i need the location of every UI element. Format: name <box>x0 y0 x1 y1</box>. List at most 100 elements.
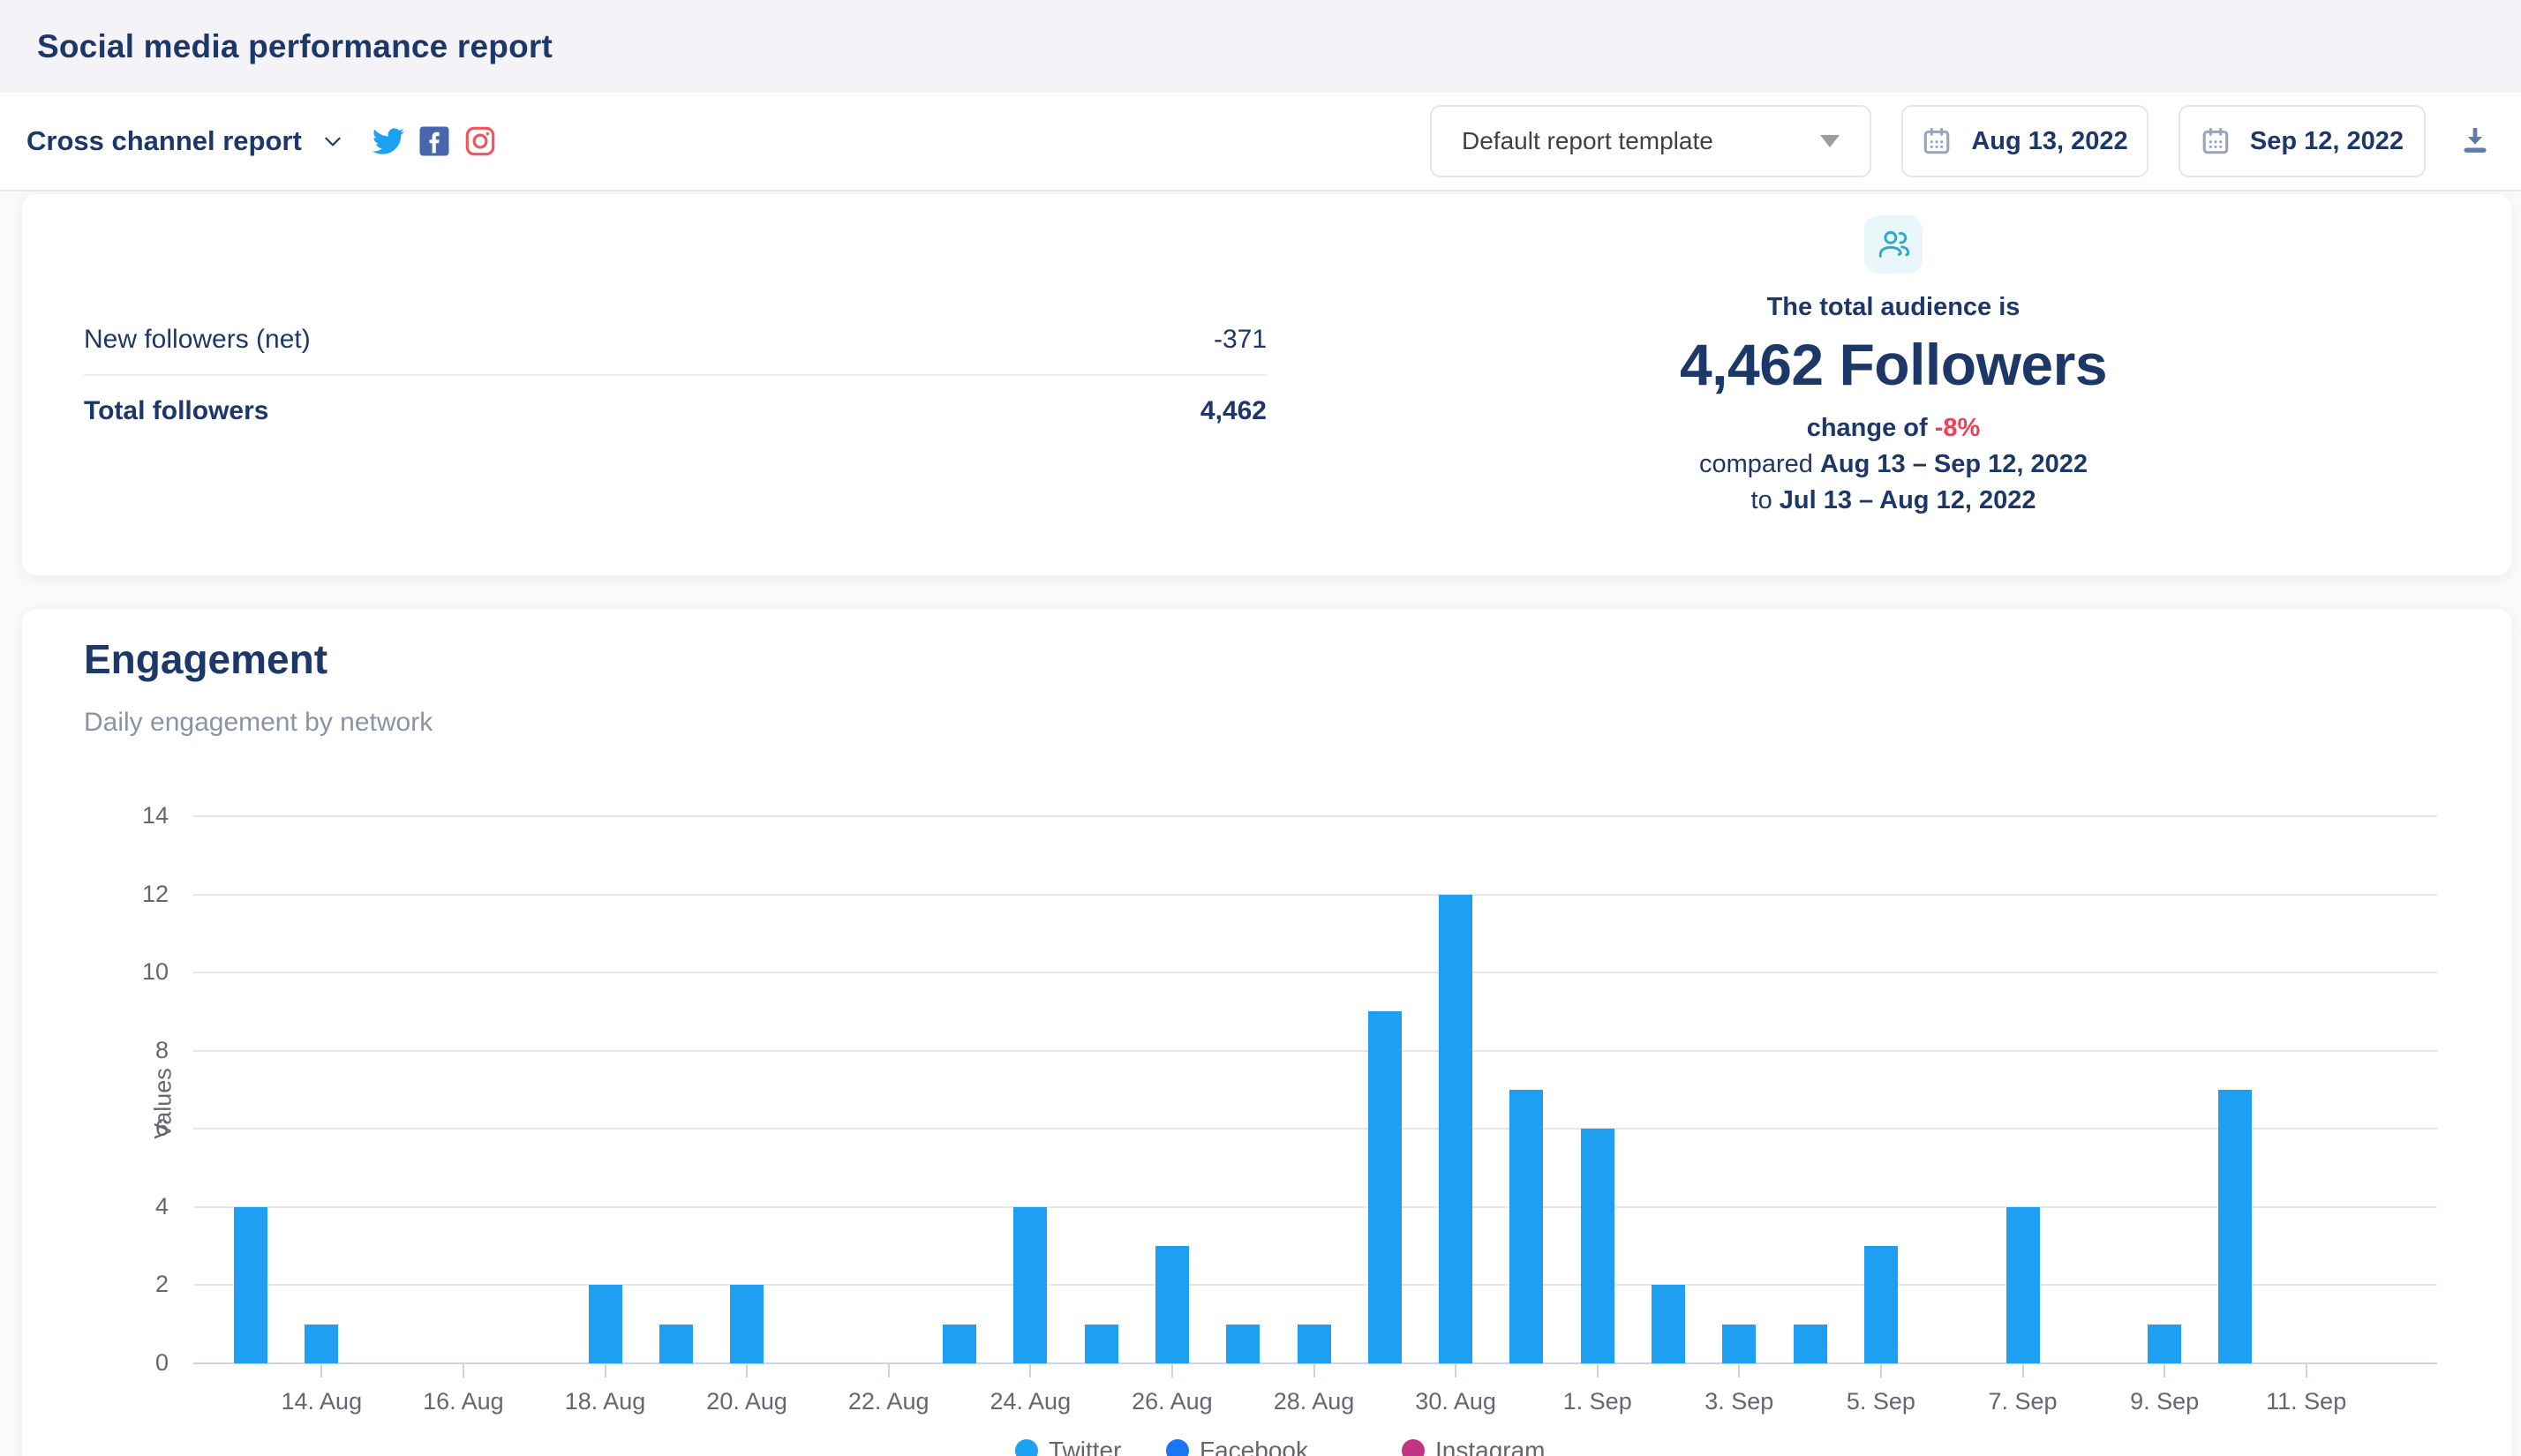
instagram-icon <box>465 126 495 156</box>
bar-1-sep[interactable] <box>1580 1129 1614 1363</box>
change-prefix: change of <box>1806 414 1935 442</box>
page-title: Social media performance report <box>37 27 553 64</box>
select-caret-icon <box>1820 135 1840 147</box>
compare-prefix: compared <box>1698 450 1820 478</box>
to-prefix: to <box>1750 486 1780 514</box>
bar-18-aug[interactable] <box>588 1285 622 1363</box>
bar-27-aug[interactable] <box>1226 1324 1260 1363</box>
bar-23-aug[interactable] <box>943 1324 976 1363</box>
x-tick-7-sep <box>2021 1363 2024 1377</box>
y-tick-label-0: 0 <box>154 1349 169 1376</box>
x-tick-label-26-aug: 26. Aug <box>1132 1388 1213 1415</box>
x-tick-28-aug <box>1313 1363 1315 1377</box>
x-tick-18-aug <box>604 1363 606 1377</box>
row-value: 4,462 <box>1200 396 1267 425</box>
engagement-card: Engagement Daily engagement by network V… <box>22 609 2511 1456</box>
x-tick-16-aug <box>462 1363 464 1377</box>
bar-3-sep[interactable] <box>1722 1324 1757 1363</box>
legend-label: Facebook <box>1200 1437 1308 1456</box>
y-tick-label-6: 6 <box>154 1115 169 1142</box>
table-row: New followers (net) -371 <box>84 305 1267 376</box>
date-to-button[interactable]: Sep 12, 2022 <box>2179 105 2426 177</box>
total-audience-block: The total audience is 4,462 Followers ch… <box>1514 215 2273 515</box>
summary-card: New followers (net) -371 Total followers… <box>22 194 2511 575</box>
legend-item-facebook[interactable]: Facebook <box>1166 1437 1308 1456</box>
bar-4-sep[interactable] <box>1793 1324 1827 1363</box>
download-button[interactable] <box>2456 122 2495 161</box>
gridline-y-6 <box>193 1128 2437 1130</box>
bar-24-aug[interactable] <box>1013 1206 1048 1363</box>
engagement-title: Engagement <box>84 636 328 682</box>
calendar-icon <box>2202 127 2229 154</box>
x-tick-label-18-aug: 18. Aug <box>564 1388 646 1415</box>
gridline-y-8 <box>193 1049 2437 1052</box>
gridline-y-14 <box>193 815 2437 817</box>
chevron-down-icon[interactable] <box>321 130 344 153</box>
template-select-value: Default report template <box>1462 127 1713 154</box>
bar-20-aug[interactable] <box>730 1285 764 1363</box>
toolbar-right: Default report template Aug 13, 2022 Sep… <box>1430 105 2495 177</box>
gridline-y-10 <box>193 972 2437 974</box>
date-from-button[interactable]: Aug 13, 2022 <box>1901 105 2148 177</box>
x-tick-label-16-aug: 16. Aug <box>423 1388 504 1415</box>
x-tick-label-22-aug: 22. Aug <box>847 1388 929 1415</box>
bar-19-aug[interactable] <box>658 1324 693 1363</box>
bar-2-sep[interactable] <box>1652 1285 1685 1363</box>
calendar-icon <box>1924 127 1950 154</box>
x-tick-label-24-aug: 24. Aug <box>990 1388 1072 1415</box>
x-tick-26-aug <box>1170 1363 1173 1377</box>
engagement-bar-chart: 0 2 4 6 8 10 12 14 14. Aug 16. Aug 18. Aug 20. Aug 2… <box>142 802 2437 1415</box>
x-tick-label-30-aug: 30. Aug <box>1415 1388 1496 1415</box>
date-from-value: Aug 13, 2022 <box>1971 126 2128 155</box>
bar-26-aug[interactable] <box>1155 1246 1189 1363</box>
network-icons <box>372 125 496 157</box>
y-tick-label-8: 8 <box>154 1036 169 1063</box>
x-tick-label-5-sep: 5. Sep <box>1846 1388 1915 1415</box>
bar-9-sep[interactable] <box>2148 1324 2182 1363</box>
gridline-y-2 <box>193 1284 2437 1287</box>
x-tick-22-aug <box>887 1363 890 1377</box>
x-tick-14-aug <box>320 1363 323 1377</box>
users-icon <box>1878 230 1910 258</box>
audience-change: change of -8% <box>1514 414 2273 443</box>
template-select[interactable]: Default report template <box>1430 105 1871 177</box>
audience-compare-line: compared Aug 13 – Sep 12, 2022 <box>1514 450 2273 479</box>
bar-30-aug[interactable] <box>1439 894 1473 1363</box>
engagement-subtitle: Daily engagement by network <box>84 708 433 737</box>
table-row: Total followers 4,462 <box>84 376 1267 447</box>
legend-label: Instagram <box>1435 1437 1546 1456</box>
instagram-legend-dot-icon <box>1402 1439 1425 1456</box>
bar-31-aug[interactable] <box>1509 1090 1544 1363</box>
bar-14-aug[interactable] <box>305 1324 339 1363</box>
x-tick-24-aug <box>1029 1363 1032 1377</box>
x-tick-3-sep <box>1738 1363 1741 1377</box>
legend-item-instagram[interactable]: Instagram <box>1402 1437 1546 1456</box>
bar-25-aug[interactable] <box>1084 1324 1118 1363</box>
audience-intro: The total audience is <box>1766 293 2021 321</box>
x-tick-11-sep <box>2305 1363 2307 1377</box>
page-header: Social media performance report <box>0 0 2521 93</box>
row-label: New followers (net) <box>84 325 311 354</box>
report-name-dropdown[interactable]: Cross channel report <box>26 125 302 156</box>
x-tick-9-sep <box>2164 1363 2166 1377</box>
legend-item-twitter[interactable]: Twitter <box>1015 1437 1121 1456</box>
y-tick-label-4: 4 <box>154 1192 169 1220</box>
x-tick-label-14-aug: 14. Aug <box>281 1388 363 1415</box>
base-range: Jul 13 – Aug 12, 2022 <box>1779 486 2036 514</box>
x-tick-label-11-sep: 11. Sep <box>2266 1388 2347 1415</box>
y-tick-label-10: 10 <box>141 958 169 986</box>
gridline-y-12 <box>193 893 2437 896</box>
x-tick-label-3-sep: 3. Sep <box>1704 1388 1774 1415</box>
x-tick-1-sep <box>1596 1363 1599 1377</box>
bar-13-aug[interactable] <box>234 1206 267 1363</box>
bar-5-sep[interactable] <box>1863 1246 1898 1363</box>
gridline-y-4 <box>193 1205 2437 1208</box>
x-tick-label-1-sep: 1. Sep <box>1562 1388 1632 1415</box>
bar-29-aug[interactable] <box>1367 1011 1402 1363</box>
bar-10-sep[interactable] <box>2218 1090 2253 1363</box>
bar-7-sep[interactable] <box>2006 1206 2040 1363</box>
audience-icon-box <box>1864 215 1923 274</box>
x-tick-label-28-aug: 28. Aug <box>1273 1388 1355 1415</box>
bar-28-aug[interactable] <box>1297 1324 1331 1363</box>
followers-summary-table: New followers (net) -371 Total followers… <box>84 305 1267 447</box>
